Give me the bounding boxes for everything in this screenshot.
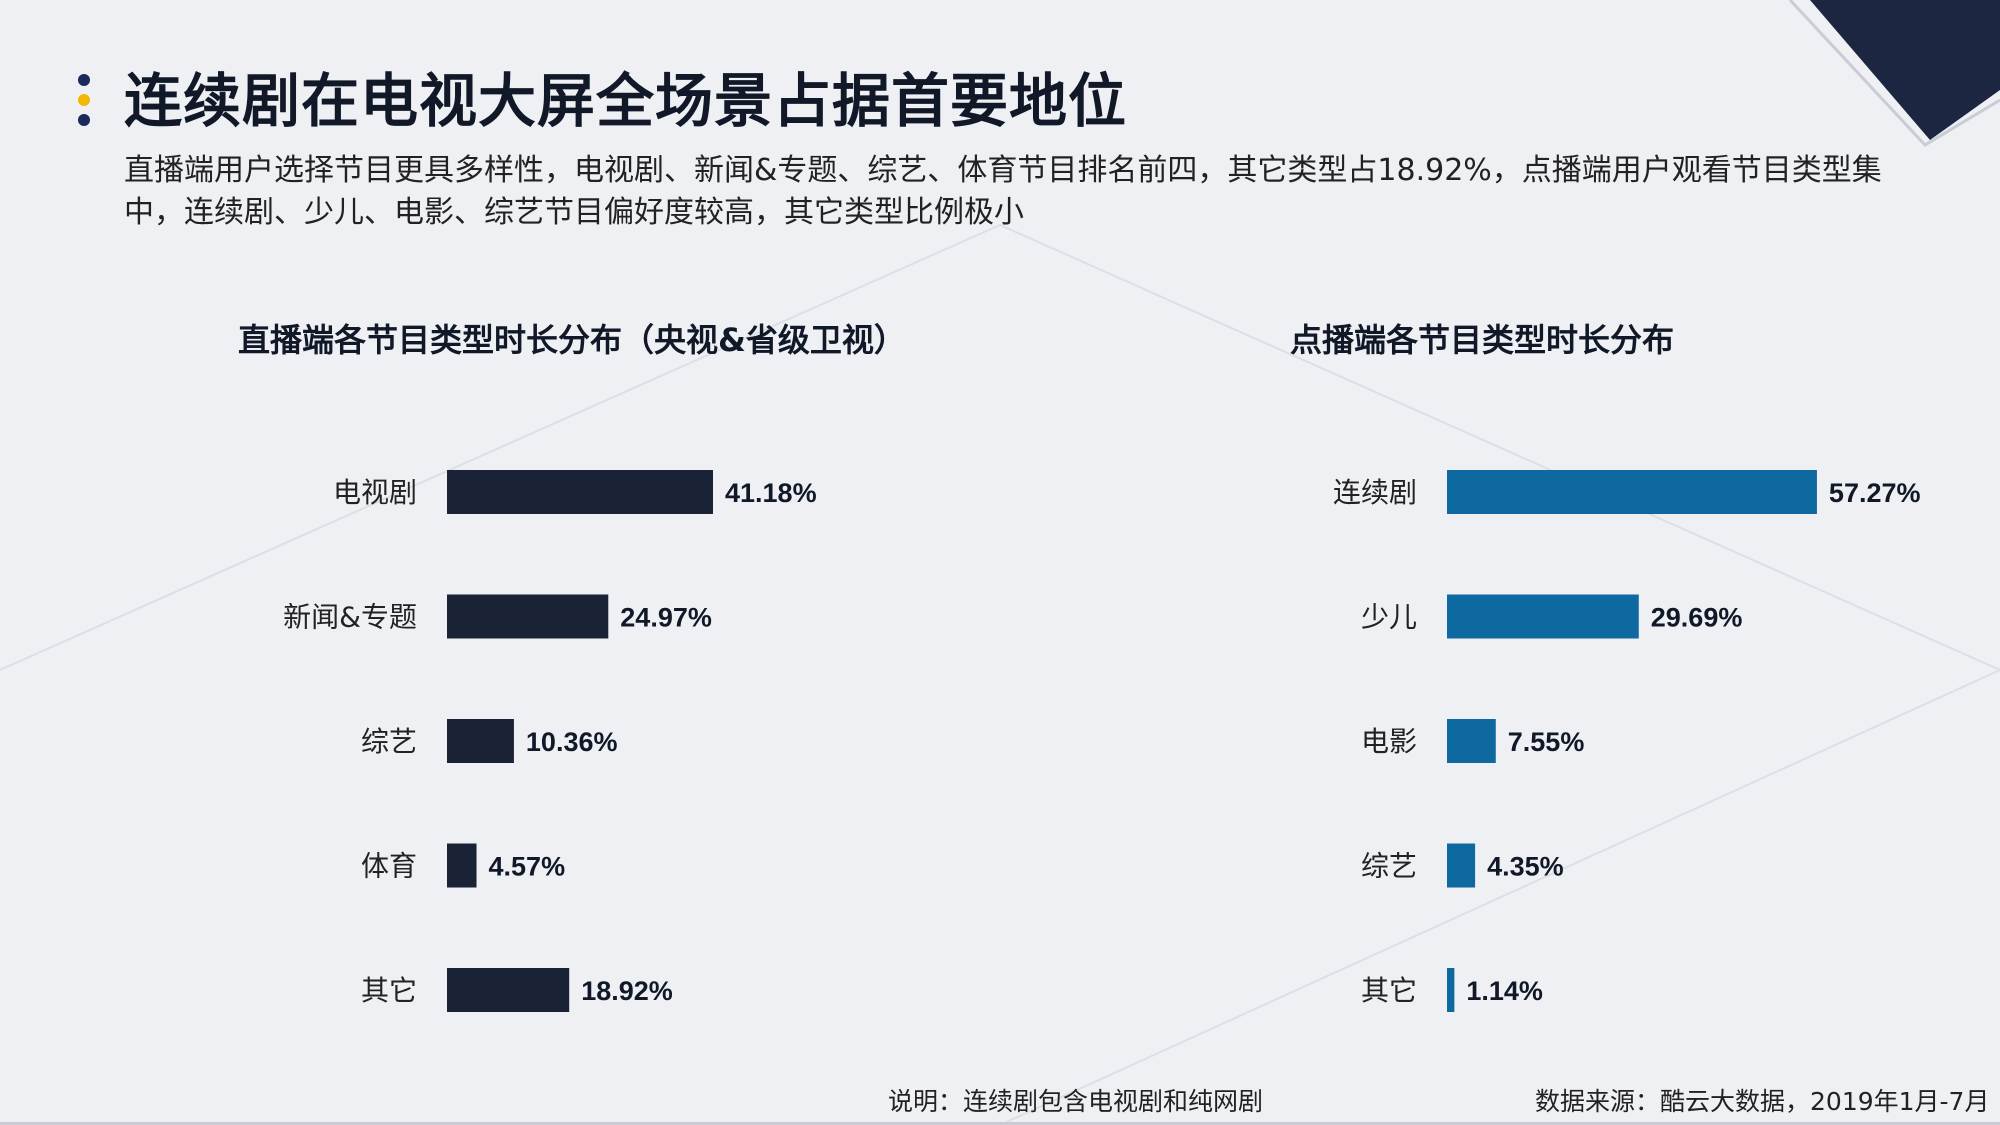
live-value-label: 24.97% [620,603,712,633]
live-category-label: 新闻&专题 [283,601,417,634]
vod-category-label: 连续剧 [1333,476,1417,509]
vod-bar [1447,719,1496,763]
vod-bar [1447,594,1639,639]
live-value-label: 41.18% [725,478,817,508]
live-bar [447,719,514,763]
live-bar-chart: 电视剧 41.18% 新闻&专题 24.97% 综艺 10.36% 体育 4.57% 其它 18.… [283,470,817,1012]
live-category-label: 综艺 [361,725,417,758]
vod-category-label: 少儿 [1361,601,1417,634]
vod-value-label: 29.69% [1651,603,1743,633]
vod-bar [1447,470,1817,514]
live-bar [447,968,570,1012]
vod-value-label: 1.14% [1466,976,1543,1006]
vod-category-label: 综艺 [1361,850,1417,883]
footnote: 说明：连续剧包含电视剧和纯网剧 [888,1087,1264,1116]
live-value-label: 10.36% [526,727,618,757]
vod-category-label: 电影 [1361,725,1417,758]
data-source: 数据来源：酷云大数据，2019年1月-7月 [1535,1087,1990,1116]
vod-value-label: 4.35% [1487,852,1564,882]
live-chart-title: 直播端各节目类型时长分布（央视&省级卫视） [238,321,906,359]
title-dots-icon [78,74,92,134]
live-value-label: 18.92% [581,976,673,1006]
live-category-label: 其它 [361,974,417,1007]
page-subtitle: 直播端用户选择节目更具多样性，电视剧、新闻&专题、综艺、体育节目排名前四，其它类… [124,153,1882,230]
vod-value-label: 7.55% [1508,727,1585,757]
vod-bar [1447,968,1455,1012]
live-category-label: 电视剧 [333,476,417,509]
vod-value-label: 57.27% [1829,478,1921,508]
live-category-label: 体育 [361,850,417,883]
bottom-divider [0,1122,2000,1125]
live-bar [447,594,609,639]
live-bar [447,843,477,888]
vod-chart-title: 点播端各节目类型时长分布 [1290,321,1675,359]
vod-bar [1447,843,1476,888]
vod-bar-chart: 连续剧 57.27% 少儿 29.69% 电影 7.55% 综艺 4.35% 其它 1.14% [1333,470,1921,1012]
live-value-label: 4.57% [489,852,566,882]
vod-category-label: 其它 [1361,974,1417,1007]
live-bar [447,470,713,514]
corner-decoration [1788,0,2000,147]
page-title: 连续剧在电视大屏全场景占据首要地位 [124,67,1128,135]
